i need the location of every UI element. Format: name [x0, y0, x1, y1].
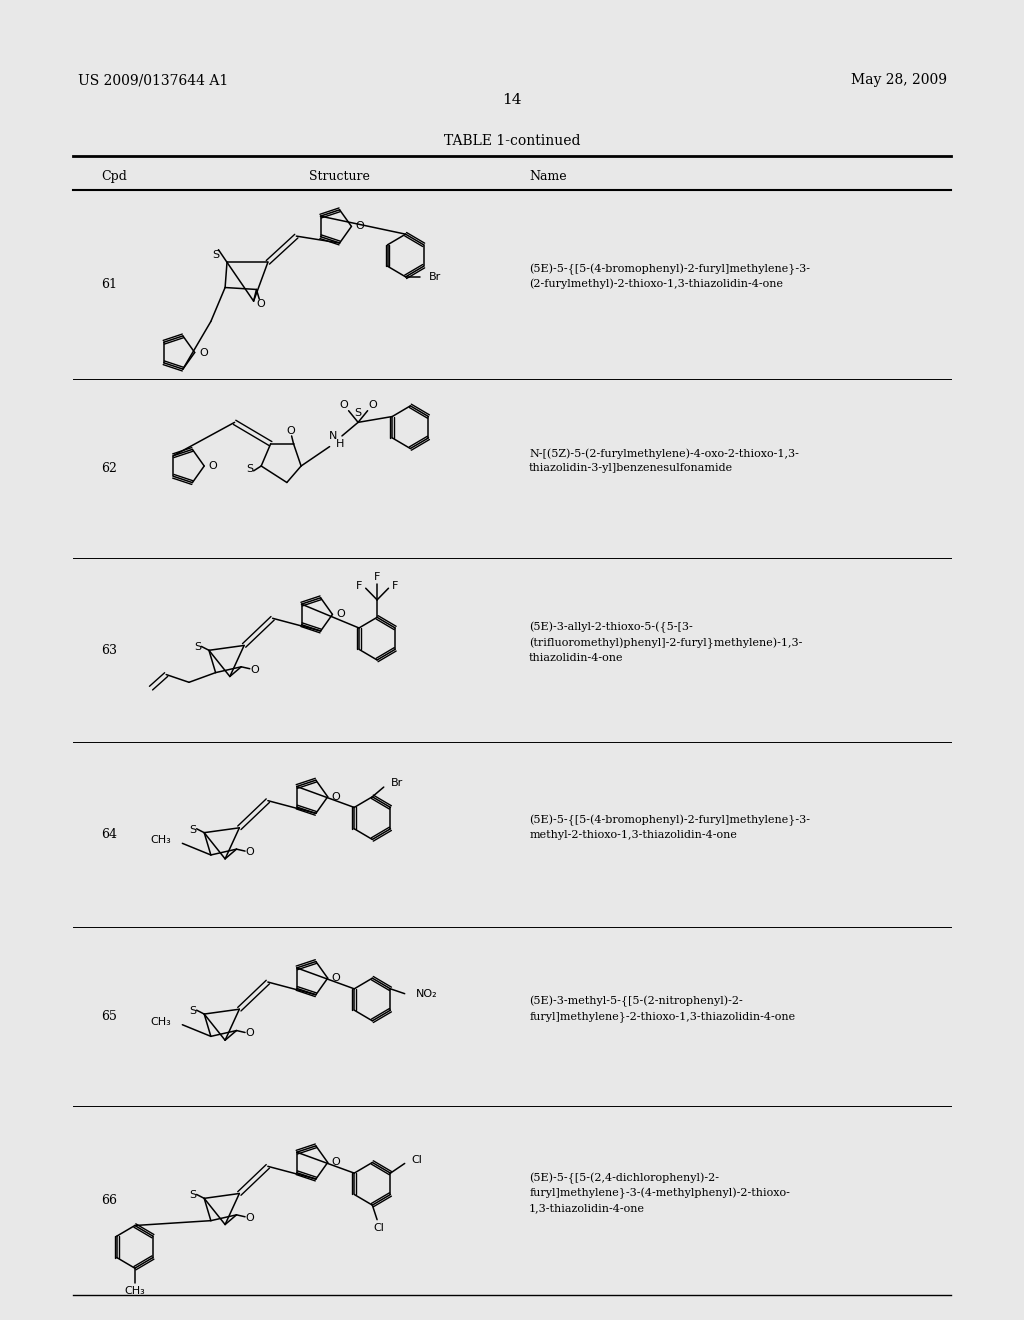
Text: 65: 65 — [101, 1010, 118, 1023]
Text: 14: 14 — [502, 92, 522, 107]
Text: S: S — [194, 643, 201, 652]
Text: O: O — [199, 347, 208, 358]
Text: Cl: Cl — [412, 1155, 422, 1164]
Text: O: O — [246, 847, 254, 857]
Text: (5E)-5-{[5-(2,4-dichlorophenyl)-2-
furyl]methylene}-3-(4-methylphenyl)-2-thioxo-: (5E)-5-{[5-(2,4-dichlorophenyl)-2- furyl… — [529, 1172, 790, 1213]
Text: O: O — [250, 665, 259, 675]
Text: Cl: Cl — [374, 1224, 384, 1233]
Text: CH₃: CH₃ — [151, 1016, 171, 1027]
Text: H: H — [336, 438, 345, 449]
Text: Name: Name — [529, 170, 566, 183]
Text: S: S — [212, 249, 219, 260]
Text: 62: 62 — [101, 462, 118, 475]
Text: S: S — [354, 408, 361, 417]
Text: Cpd: Cpd — [101, 170, 127, 183]
Text: 63: 63 — [101, 644, 118, 657]
Text: NO₂: NO₂ — [416, 989, 437, 999]
Text: 61: 61 — [101, 277, 118, 290]
Text: Br: Br — [391, 779, 403, 788]
Text: O: O — [337, 610, 345, 619]
Text: TABLE 1-continued: TABLE 1-continued — [443, 135, 581, 148]
Text: Structure: Structure — [308, 170, 370, 183]
Text: O: O — [368, 400, 377, 411]
Text: (5E)-5-{[5-(4-bromophenyl)-2-furyl]methylene}-3-
(2-furylmethyl)-2-thioxo-1,3-th: (5E)-5-{[5-(4-bromophenyl)-2-furyl]methy… — [529, 263, 810, 289]
Text: Br: Br — [428, 272, 440, 282]
Text: S: S — [189, 1191, 197, 1200]
Text: O: O — [287, 426, 295, 436]
Text: O: O — [246, 1213, 254, 1222]
Text: O: O — [332, 973, 341, 983]
Text: CH₃: CH₃ — [125, 1287, 145, 1296]
Text: O: O — [246, 1028, 254, 1039]
Text: (5E)-5-{[5-(4-bromophenyl)-2-furyl]methylene}-3-
methyl-2-thioxo-1,3-thiazolidin: (5E)-5-{[5-(4-bromophenyl)-2-furyl]methy… — [529, 814, 810, 840]
Text: 66: 66 — [101, 1195, 118, 1208]
Text: (5E)-3-allyl-2-thioxo-5-({5-[3-
(trifluoromethyl)phenyl]-2-furyl}methylene)-1,3-: (5E)-3-allyl-2-thioxo-5-({5-[3- (trifluo… — [529, 622, 803, 663]
Text: F: F — [374, 572, 380, 582]
Text: O: O — [208, 461, 217, 471]
Text: F: F — [356, 581, 362, 591]
Text: O: O — [257, 300, 265, 309]
Text: S: S — [246, 463, 253, 474]
Text: CH₃: CH₃ — [151, 836, 171, 845]
Text: O: O — [332, 1158, 341, 1167]
Text: F: F — [392, 581, 398, 591]
Text: May 28, 2009: May 28, 2009 — [851, 73, 947, 87]
Text: (5E)-3-methyl-5-{[5-(2-nitrophenyl)-2-
furyl]methylene}-2-thioxo-1,3-thiazolidin: (5E)-3-methyl-5-{[5-(2-nitrophenyl)-2- f… — [529, 995, 796, 1022]
Text: O: O — [355, 222, 365, 231]
Text: O: O — [332, 792, 341, 801]
Text: N: N — [329, 430, 338, 441]
Text: O: O — [340, 400, 348, 411]
Text: N-[(5Z)-5-(2-furylmethylene)-4-oxo-2-thioxo-1,3-
thiazolidin-3-yl]benzenesulfona: N-[(5Z)-5-(2-furylmethylene)-4-oxo-2-thi… — [529, 449, 799, 473]
Text: S: S — [189, 825, 197, 834]
Text: 64: 64 — [101, 828, 118, 841]
Text: US 2009/0137644 A1: US 2009/0137644 A1 — [78, 73, 228, 87]
Text: S: S — [189, 1006, 197, 1016]
